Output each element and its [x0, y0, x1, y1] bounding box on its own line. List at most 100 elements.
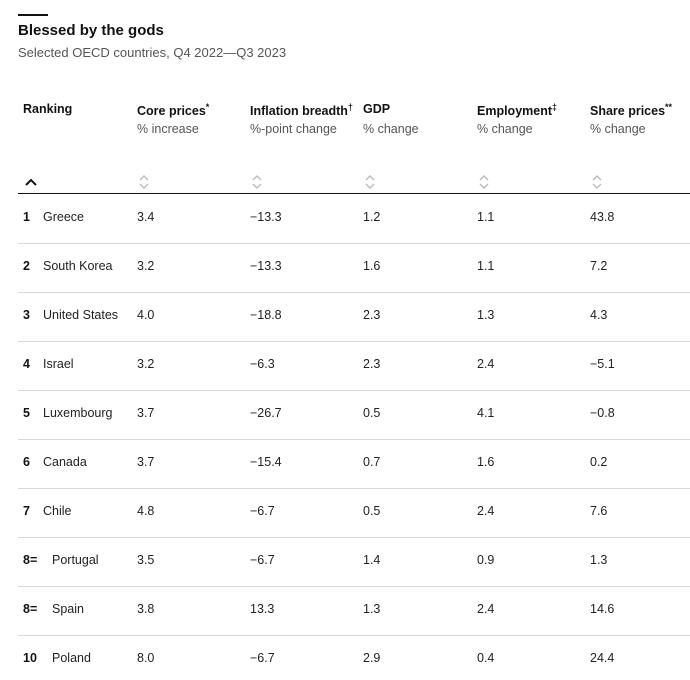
sort-diamond-icon[interactable] [251, 174, 263, 195]
employment-cell: 4.1 [477, 406, 495, 420]
gdp-cell: 0.5 [363, 406, 381, 420]
country-cell: Israel [43, 357, 74, 371]
country-cell: Portugal [52, 553, 99, 567]
gdp-cell: 0.7 [363, 455, 381, 469]
rank-cell: 4 [23, 357, 30, 371]
core-prices-cell: 3.7 [137, 406, 155, 420]
rank-cell: 7 [23, 504, 30, 518]
country-cell: South Korea [43, 259, 113, 273]
inflation-breadth-cell: −13.3 [250, 210, 282, 224]
title-accent-line [18, 14, 48, 16]
column-header-core-prices[interactable]: Core prices* [137, 102, 209, 118]
core-prices-cell: 3.4 [137, 210, 155, 224]
footnote-marker: ** [665, 102, 673, 112]
employment-cell: 2.4 [477, 504, 495, 518]
share-prices-cell: 4.3 [590, 308, 608, 322]
core-prices-cell: 4.0 [137, 308, 155, 322]
gdp-cell: 1.6 [363, 259, 381, 273]
inflation-breadth-cell: −6.7 [250, 504, 275, 518]
country-cell: Luxembourg [43, 406, 113, 420]
inflation-breadth-cell: −18.8 [250, 308, 282, 322]
share-prices-cell: −0.8 [590, 406, 615, 420]
country-cell: Greece [43, 210, 84, 224]
column-header-inflation-breadth[interactable]: Inflation breadth† [250, 102, 353, 118]
gdp-cell: 1.2 [363, 210, 381, 224]
core-prices-cell: 4.8 [137, 504, 155, 518]
share-prices-cell: 43.8 [590, 210, 615, 224]
employment-cell: 0.4 [477, 651, 495, 665]
row-divider [18, 439, 690, 440]
rank-cell: 5 [23, 406, 30, 420]
row-divider [18, 292, 690, 293]
employment-cell: 1.1 [477, 259, 495, 273]
footnote-marker: ‡ [552, 102, 558, 112]
column-header-label: GDP [363, 102, 391, 116]
rank-cell: 8= [23, 602, 38, 616]
rank-cell: 3 [23, 308, 30, 322]
column-header-label: Employment [477, 104, 553, 119]
inflation-breadth-cell: −6.3 [250, 357, 275, 371]
row-divider [18, 537, 690, 538]
gdp-cell: 0.5 [363, 504, 381, 518]
rank-cell: 6 [23, 455, 30, 469]
sort-diamond-icon[interactable] [478, 174, 490, 195]
column-header-label: Ranking [23, 102, 73, 116]
share-prices-cell: 24.4 [590, 651, 615, 665]
core-prices-cell: 3.2 [137, 357, 155, 371]
column-header-label: Share prices [590, 104, 666, 119]
core-prices-cell: 3.8 [137, 602, 155, 616]
sort-diamond-icon[interactable] [591, 174, 603, 195]
core-prices-cell: 3.2 [137, 259, 155, 273]
column-header-ranking: Ranking [23, 102, 72, 116]
row-divider [18, 341, 690, 342]
column-header-employment[interactable]: Employment‡ [477, 102, 557, 118]
header-divider [18, 193, 690, 194]
gdp-cell: 1.3 [363, 602, 381, 616]
column-header-label: Core prices [137, 104, 206, 119]
row-divider [18, 586, 690, 587]
column-header-share-prices[interactable]: Share prices** [590, 102, 672, 118]
sort-diamond-icon[interactable] [364, 174, 376, 195]
country-cell: United States [43, 308, 119, 322]
share-prices-cell: 14.6 [590, 602, 615, 616]
column-unit-gdp: % change [363, 122, 419, 136]
column-header-gdp[interactable]: GDP [363, 102, 390, 116]
employment-cell: 2.4 [477, 602, 495, 616]
inflation-breadth-cell: −13.3 [250, 259, 282, 273]
employment-cell: 0.9 [477, 553, 495, 567]
column-unit-core-prices: % increase [137, 122, 199, 136]
country-cell: Chile [43, 504, 72, 518]
column-unit-share-prices: % change [590, 122, 646, 136]
employment-cell: 2.4 [477, 357, 495, 371]
rank-cell: 1 [23, 210, 30, 224]
inflation-breadth-cell: −6.7 [250, 651, 275, 665]
gdp-cell: 2.3 [363, 357, 381, 371]
employment-cell: 1.3 [477, 308, 495, 322]
row-divider [18, 390, 690, 391]
country-cell: Canada [43, 455, 87, 469]
sort-diamond-icon[interactable] [138, 174, 150, 195]
share-prices-cell: 7.6 [590, 504, 608, 518]
footnote-marker: † [347, 102, 353, 112]
gdp-cell: 1.4 [363, 553, 381, 567]
rank-cell: 10 [23, 651, 37, 665]
column-unit-inflation-breadth: %-point change [250, 122, 337, 136]
rank-cell: 8= [23, 553, 38, 567]
row-divider [18, 635, 690, 636]
inflation-breadth-cell: −26.7 [250, 406, 282, 420]
employment-cell: 1.1 [477, 210, 495, 224]
gdp-cell: 2.3 [363, 308, 381, 322]
inflation-breadth-cell: −6.7 [250, 553, 275, 567]
chevron-up-icon[interactable] [24, 174, 38, 192]
row-divider [18, 243, 690, 244]
country-cell: Poland [52, 651, 91, 665]
core-prices-cell: 3.5 [137, 553, 155, 567]
row-divider [18, 488, 690, 489]
gdp-cell: 2.9 [363, 651, 381, 665]
employment-cell: 1.6 [477, 455, 495, 469]
share-prices-cell: 0.2 [590, 455, 608, 469]
chart-title: Blessed by the gods [18, 22, 164, 39]
inflation-breadth-cell: −15.4 [250, 455, 282, 469]
footnote-marker: * [205, 102, 210, 112]
column-header-label: Inflation breadth [250, 104, 348, 119]
